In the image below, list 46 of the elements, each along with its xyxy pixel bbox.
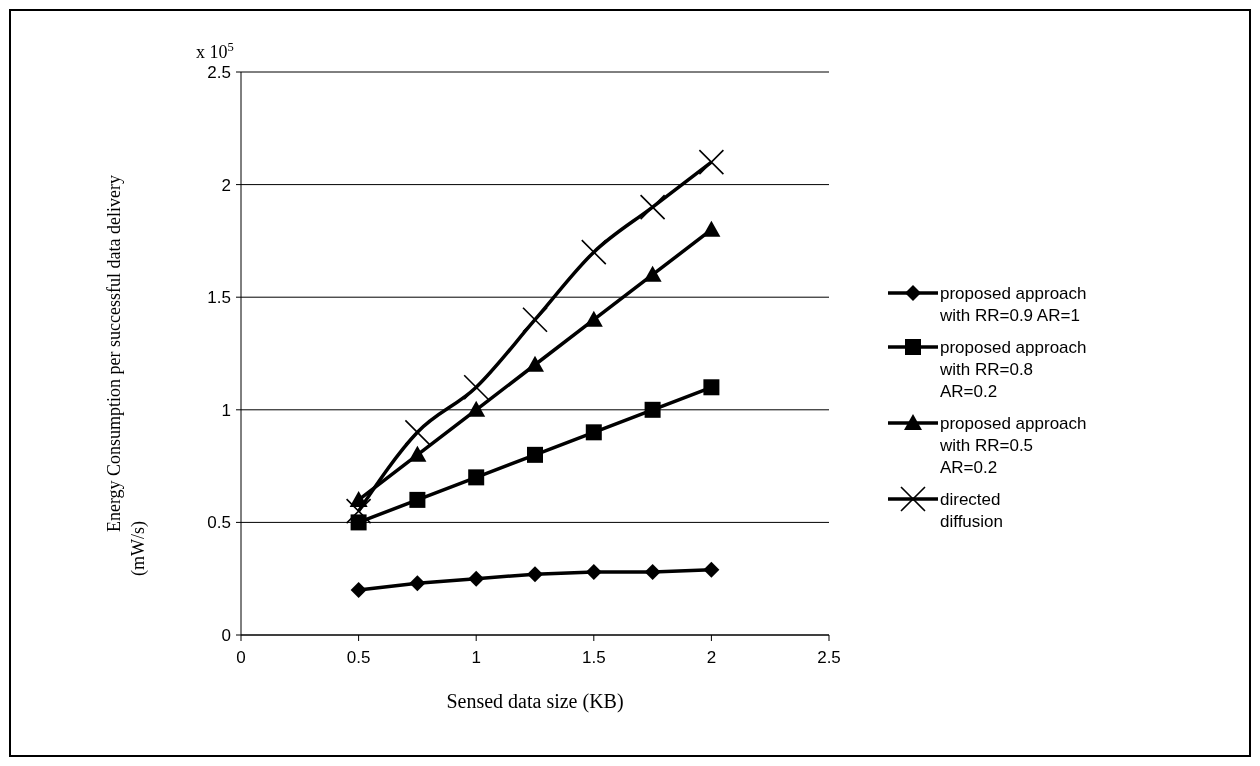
y-tick-label: 2.5 [207,62,231,82]
point [409,575,426,592]
point [585,563,602,580]
point [644,563,661,580]
x-tick-label: 0.5 [346,648,371,667]
point [409,491,426,508]
point [350,514,367,531]
point [463,374,489,401]
point [584,310,603,327]
y-axis-title: Energy Consumption per successful data delivery (mW/s) [104,174,149,576]
x-tick-label: 2 [706,648,717,667]
y-tick-label: 0.5 [207,513,231,533]
point [468,570,485,587]
point [467,400,486,417]
point [644,401,661,418]
x-tick-label: 0 [236,648,246,667]
x-tick-label: 1.5 [581,648,606,667]
point [585,424,602,441]
point [703,561,720,578]
point [468,469,485,486]
point [643,265,662,282]
y-tick-label: 1.5 [207,288,231,308]
point [527,566,543,583]
point [350,581,367,598]
legend-label: proposed approach with RR=0.8 AR=0.2 [939,337,1087,401]
y-tick-label: 1 [221,400,231,420]
point [404,419,431,446]
legend-label: directed diffusion [940,489,1004,531]
point [345,498,372,524]
y-tick-label: 2 [221,175,231,195]
point [522,306,548,333]
point [408,445,427,462]
y-tick-label: 0 [221,625,231,645]
x-tick-label: 2.5 [817,648,841,667]
point [581,239,607,265]
point [703,379,720,396]
point [527,446,543,463]
point [702,220,721,237]
point [698,149,725,175]
legend-label: proposed approach with RR=0.5 AR=0.2 [939,413,1087,477]
point [526,355,544,372]
point [639,194,666,220]
x-tick-label: 1 [471,648,481,667]
text: x 10$^{5}$ [196,40,234,62]
x-axis-title: Sensed data size (KB) [446,690,624,713]
legend-label: proposed approach with RR=0.9 AR=1 [939,283,1087,325]
